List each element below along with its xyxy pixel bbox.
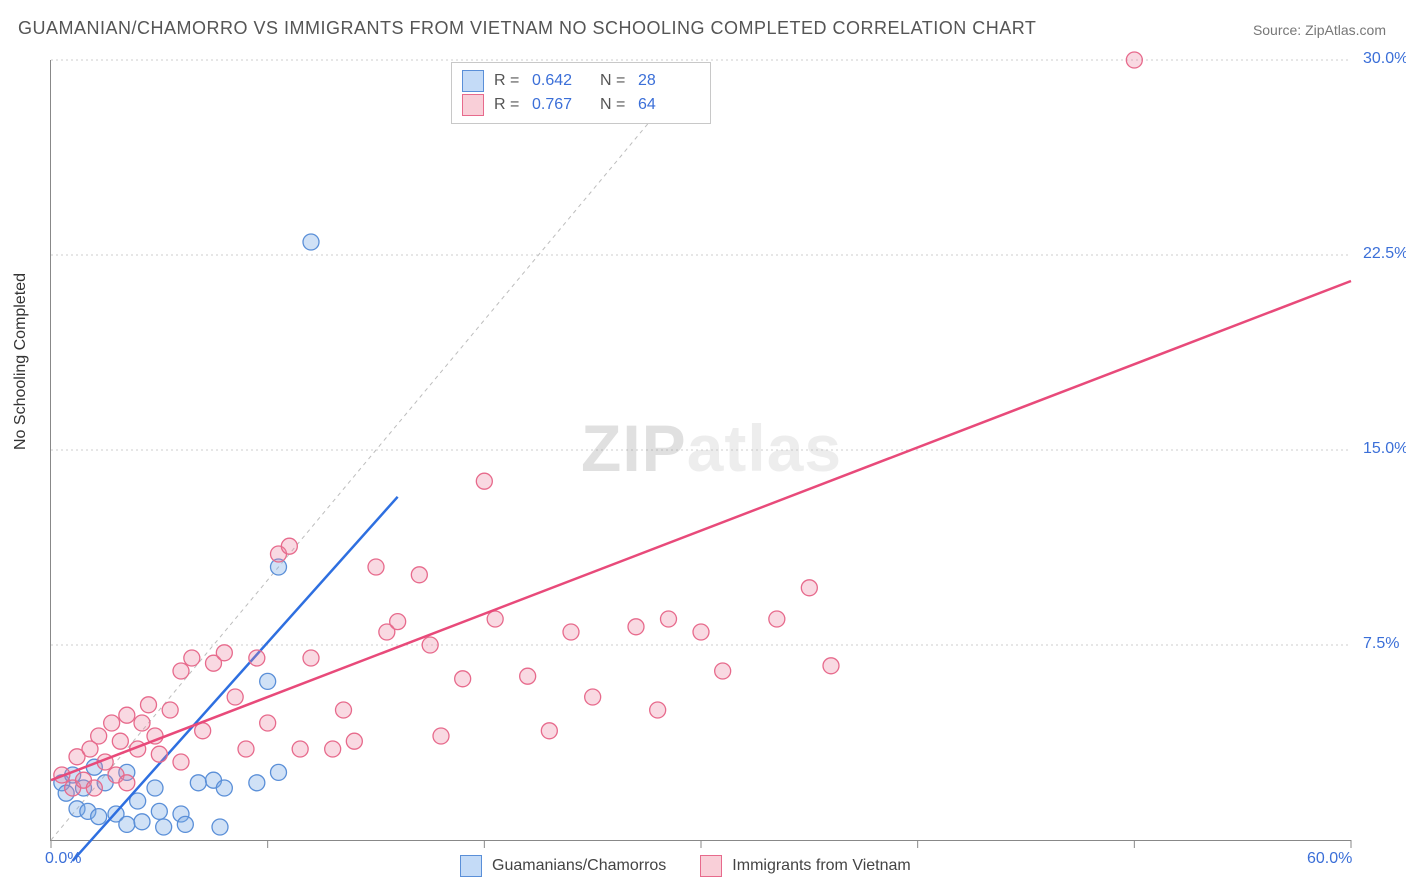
data-point <box>715 663 731 679</box>
data-point <box>147 780 163 796</box>
data-point <box>119 816 135 832</box>
data-point <box>104 715 120 731</box>
data-point <box>487 611 503 627</box>
data-point <box>271 764 287 780</box>
stats-row: R = 0.642 N = 28 <box>462 69 696 93</box>
data-point <box>177 816 193 832</box>
data-point <box>769 611 785 627</box>
chart-title: GUAMANIAN/CHAMORRO VS IMMIGRANTS FROM VI… <box>18 18 1036 39</box>
data-point <box>520 668 536 684</box>
n-value: 28 <box>638 69 696 93</box>
data-point <box>303 234 319 250</box>
y-tick-label: 15.0% <box>1363 440 1406 458</box>
r-value: 0.767 <box>532 93 590 117</box>
data-point <box>433 728 449 744</box>
data-point <box>173 754 189 770</box>
data-point <box>190 775 206 791</box>
data-point <box>411 567 427 583</box>
data-point <box>801 580 817 596</box>
data-point <box>141 697 157 713</box>
r-label: R = <box>494 93 522 117</box>
legend-swatch <box>460 855 482 877</box>
legend-label: Guamanians/Chamorros <box>492 857 666 875</box>
data-point <box>162 702 178 718</box>
stats-legend: R = 0.642 N = 28 R = 0.767 N = 64 <box>451 62 711 124</box>
data-point <box>541 723 557 739</box>
data-point <box>260 673 276 689</box>
chart-area: ZIPatlas R =0.642N =28R =0.767N =64 7.5%… <box>50 60 1351 841</box>
data-point <box>455 671 471 687</box>
data-point <box>151 746 167 762</box>
data-point <box>249 650 265 666</box>
data-point <box>156 819 172 835</box>
y-tick-label: 7.5% <box>1363 635 1399 653</box>
data-point <box>693 624 709 640</box>
data-point <box>227 689 243 705</box>
legend-swatch <box>462 70 484 92</box>
data-point <box>292 741 308 757</box>
r-value: 0.642 <box>532 69 590 93</box>
y-axis-title: No Schooling Completed <box>12 273 30 450</box>
data-point <box>249 775 265 791</box>
data-point <box>346 733 362 749</box>
r-label: R = <box>494 69 522 93</box>
scatter-plot <box>51 60 1351 840</box>
trend-line <box>73 497 398 861</box>
data-point <box>91 809 107 825</box>
series-legend: Guamanians/Chamorros Immigrants from Viet… <box>460 855 935 877</box>
n-value: 64 <box>638 93 696 117</box>
data-point <box>1126 52 1142 68</box>
data-point <box>661 611 677 627</box>
n-label: N = <box>600 93 628 117</box>
data-point <box>91 728 107 744</box>
data-point <box>86 780 102 796</box>
trend-line <box>51 281 1351 780</box>
data-point <box>336 702 352 718</box>
data-point <box>151 803 167 819</box>
data-point <box>585 689 601 705</box>
data-point <box>368 559 384 575</box>
data-point <box>260 715 276 731</box>
data-point <box>134 715 150 731</box>
n-label: N = <box>600 69 628 93</box>
data-point <box>184 650 200 666</box>
data-point <box>212 819 228 835</box>
data-point <box>823 658 839 674</box>
legend-swatch <box>700 855 722 877</box>
x-tick-label: 60.0% <box>1307 850 1352 868</box>
data-point <box>112 733 128 749</box>
data-point <box>216 645 232 661</box>
data-point <box>422 637 438 653</box>
legend-label: Immigrants from Vietnam <box>732 857 910 875</box>
data-point <box>216 780 232 796</box>
data-point <box>476 473 492 489</box>
data-point <box>134 814 150 830</box>
data-point <box>628 619 644 635</box>
data-point <box>119 775 135 791</box>
data-point <box>650 702 666 718</box>
data-point <box>563 624 579 640</box>
stats-row: R = 0.767 N = 64 <box>462 93 696 117</box>
source-label: Source: ZipAtlas.com <box>1253 22 1386 38</box>
legend-swatch <box>462 94 484 116</box>
data-point <box>325 741 341 757</box>
data-point <box>119 707 135 723</box>
data-point <box>281 538 297 554</box>
data-point <box>173 663 189 679</box>
data-point <box>303 650 319 666</box>
x-tick-label: 0.0% <box>45 850 81 868</box>
data-point <box>238 741 254 757</box>
y-tick-label: 30.0% <box>1363 50 1406 68</box>
y-tick-label: 22.5% <box>1363 245 1406 263</box>
data-point <box>390 614 406 630</box>
